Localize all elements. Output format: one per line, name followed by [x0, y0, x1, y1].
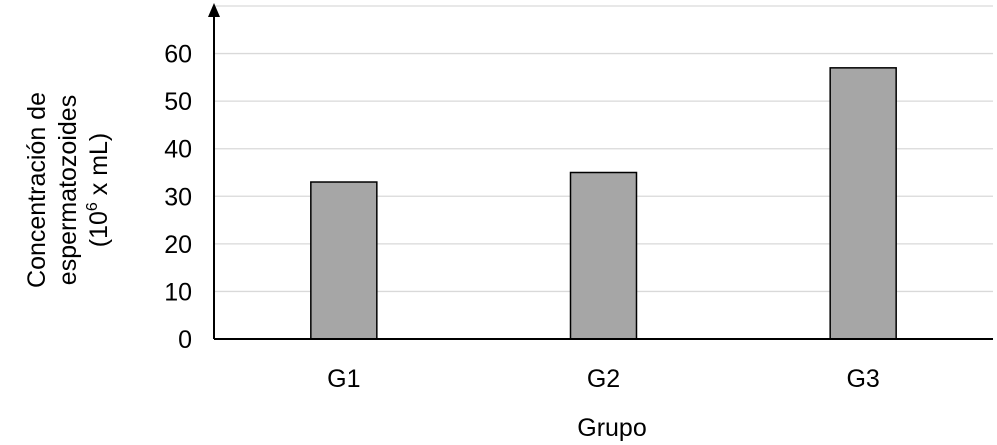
y-axis-title-line-3: (106 x mL)	[84, 133, 113, 248]
x-axis-title: Grupo	[577, 414, 646, 442]
y-tick-labels: 0 10 20 30 40 50 60	[164, 41, 192, 354]
y-axis-unit-open: (10	[85, 211, 113, 247]
y-tick-label: 50	[164, 88, 192, 116]
y-tick-label: 20	[164, 231, 192, 259]
y-tick-label: 30	[164, 183, 192, 211]
y-axis-title-line-2: espermatozoides	[54, 95, 82, 285]
bars	[310, 67, 897, 340]
x-tick-label: G3	[846, 365, 879, 393]
y-tick-label: 0	[178, 326, 192, 354]
x-tick-label: G2	[587, 365, 620, 393]
bar-g3	[829, 67, 897, 340]
y-tick-label: 60	[164, 41, 192, 69]
x-tick-labels: G1 G2 G3	[327, 365, 880, 393]
y-axis-unit-superscript: 6	[84, 202, 101, 211]
bar-g1	[310, 181, 378, 340]
axes	[208, 3, 993, 340]
x-tick-label: G1	[327, 365, 360, 393]
y-axis-title: Concentración de espermatozoides (106 x …	[23, 92, 113, 288]
bar-g2	[569, 171, 638, 340]
y-tick-label: 40	[164, 136, 192, 164]
y-axis-unit-close: x mL)	[85, 133, 113, 202]
y-axis-arrowhead	[208, 3, 220, 17]
y-tick-label: 10	[164, 278, 192, 306]
y-axis-title-line-1: Concentración de	[23, 92, 51, 288]
